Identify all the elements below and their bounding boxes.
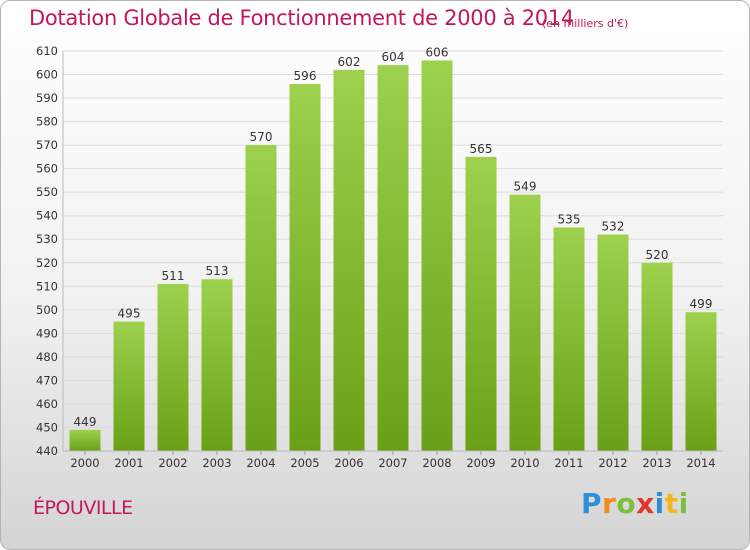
data-label: 532 xyxy=(602,220,625,234)
data-label: 511 xyxy=(162,269,185,283)
y-tick-label: 570 xyxy=(36,138,58,152)
x-tick-label: 2002 xyxy=(158,456,187,470)
bar-2008[interactable] xyxy=(421,60,453,451)
y-tick-label: 470 xyxy=(36,373,58,387)
data-label: 549 xyxy=(514,180,537,194)
data-label: 499 xyxy=(690,297,713,311)
bar-2010[interactable] xyxy=(509,194,541,451)
x-tick-label: 2013 xyxy=(642,456,671,470)
bar-2007[interactable] xyxy=(377,65,409,451)
x-tick-label: 2003 xyxy=(202,456,231,470)
y-tick-label: 530 xyxy=(36,232,58,246)
unit-note: (en milliers d'€) xyxy=(542,17,629,30)
x-tick-label: 2000 xyxy=(70,456,99,470)
y-tick-label: 460 xyxy=(36,397,58,411)
logo-letter: i xyxy=(678,487,689,520)
x-tick-label: 2007 xyxy=(378,456,407,470)
x-tick-label: 2011 xyxy=(554,456,583,470)
y-tick-label: 480 xyxy=(36,350,58,364)
data-label: 602 xyxy=(338,55,361,69)
data-label: 596 xyxy=(294,69,317,83)
bar-2013[interactable] xyxy=(641,262,673,451)
y-tick-label: 550 xyxy=(36,185,58,199)
bar-2000[interactable] xyxy=(69,429,101,451)
y-tick-label: 600 xyxy=(36,68,58,82)
x-tick-label: 2006 xyxy=(334,456,363,470)
data-label: 565 xyxy=(470,142,493,156)
axes: 440 450 460 470 480 490 500 510 520 530 540 550 560 5… xyxy=(36,44,723,470)
commune-name: ÉPOUVILLE xyxy=(33,497,133,519)
data-label: 513 xyxy=(206,264,229,278)
logo-letter: t xyxy=(664,487,679,520)
data-label: 604 xyxy=(382,50,405,64)
y-tick-label: 610 xyxy=(36,44,58,58)
y-tick-label: 590 xyxy=(36,91,58,105)
logo-letter: r xyxy=(602,487,617,520)
bar-2009[interactable] xyxy=(465,156,497,451)
bar-2003[interactable] xyxy=(201,279,233,451)
x-tick-label: 2009 xyxy=(466,456,495,470)
data-label: 570 xyxy=(250,130,273,144)
y-tick-label: 450 xyxy=(36,420,58,434)
data-label: 495 xyxy=(118,307,141,321)
y-tick-label: 520 xyxy=(36,256,58,270)
bar-2014[interactable] xyxy=(685,312,717,451)
bar-2006[interactable] xyxy=(333,69,365,451)
y-tick-label: 490 xyxy=(36,326,58,340)
bar-2004[interactable] xyxy=(245,145,277,451)
y-tick-label: 560 xyxy=(36,162,58,176)
bar-2002[interactable] xyxy=(157,283,189,451)
y-tick-label: 440 xyxy=(36,444,58,458)
proxiti-logo[interactable]: Proxiti xyxy=(581,487,689,520)
logo-letter: i xyxy=(654,487,665,520)
x-tick-label: 2004 xyxy=(246,456,275,470)
x-tick-label: 2010 xyxy=(510,456,539,470)
data-label: 449 xyxy=(74,415,97,429)
bar-2001[interactable] xyxy=(113,321,145,451)
data-label: 520 xyxy=(646,248,669,262)
logo-letter: P xyxy=(581,487,603,520)
y-tick-label: 510 xyxy=(36,279,58,293)
bars xyxy=(69,60,717,452)
y-tick-label: 500 xyxy=(36,303,58,317)
bar-2005[interactable] xyxy=(289,83,321,452)
x-tick-label: 2008 xyxy=(422,456,451,470)
x-tick-label: 2001 xyxy=(114,456,143,470)
y-tick-label: 540 xyxy=(36,209,58,223)
x-tick-label: 2005 xyxy=(290,456,319,470)
logo-letter: x xyxy=(636,487,655,520)
data-labels: 449 495 511 513 570 596 602 604 606 565 549 535 532 5… xyxy=(74,45,713,428)
x-tick-label: 2014 xyxy=(686,456,715,470)
bar-2011[interactable] xyxy=(553,227,585,451)
y-tick-label: 580 xyxy=(36,115,58,129)
x-tick-label: 2012 xyxy=(598,456,627,470)
bar-2012[interactable] xyxy=(597,234,629,451)
data-label: 535 xyxy=(558,212,581,226)
chart-title: Dotation Globale de Fonctionnement de 20… xyxy=(29,6,574,30)
data-label: 606 xyxy=(426,45,449,59)
logo-letter: o xyxy=(616,487,637,520)
